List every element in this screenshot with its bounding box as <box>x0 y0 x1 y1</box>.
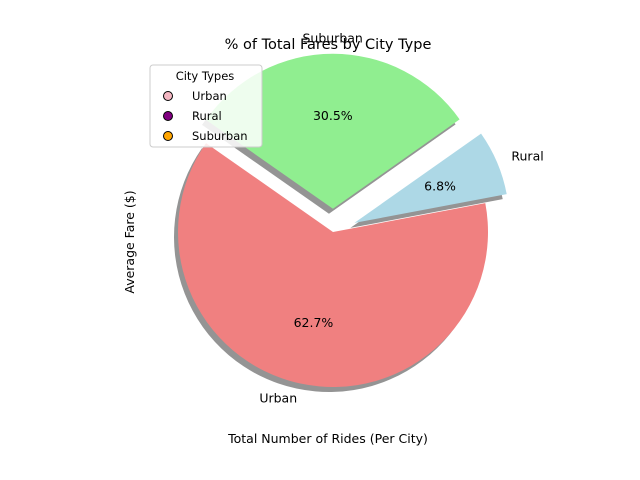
chart-title: % of Total Fares by City Type <box>225 37 432 53</box>
pct-label-suburban: 30.5% <box>313 108 353 123</box>
pct-label-urban: 62.7% <box>294 315 334 330</box>
legend-label-suburban: Suburban <box>192 129 248 143</box>
slice-label-rural: Rural <box>511 148 543 163</box>
y-axis-label: Average Fare ($) <box>122 190 137 293</box>
legend-title: City Types <box>176 69 235 83</box>
legend-marker-urban <box>163 91 173 101</box>
x-axis-label: Total Number of Rides (Per City) <box>227 431 428 446</box>
legend-label-rural: Rural <box>192 109 222 123</box>
legend-entries: Urban Rural Suburban <box>163 89 248 143</box>
slice-label-suburban: Suburban <box>302 30 362 45</box>
slice-rural <box>354 133 507 223</box>
slice-suburban <box>205 53 460 209</box>
legend-marker-suburban <box>163 131 173 141</box>
legend-frame <box>149 64 263 148</box>
legend: City Types Urban Rural Suburban <box>149 64 263 148</box>
legend-label-urban: Urban <box>192 89 227 103</box>
slice-labels: 62.7% Urban 6.8% Rural 30.5% Suburban <box>259 30 543 405</box>
legend-marker-rural <box>163 111 173 121</box>
pie-slices <box>177 53 507 387</box>
slice-label-urban: Urban <box>259 391 297 406</box>
slice-urban <box>177 143 488 387</box>
pct-label-rural: 6.8% <box>424 179 456 194</box>
